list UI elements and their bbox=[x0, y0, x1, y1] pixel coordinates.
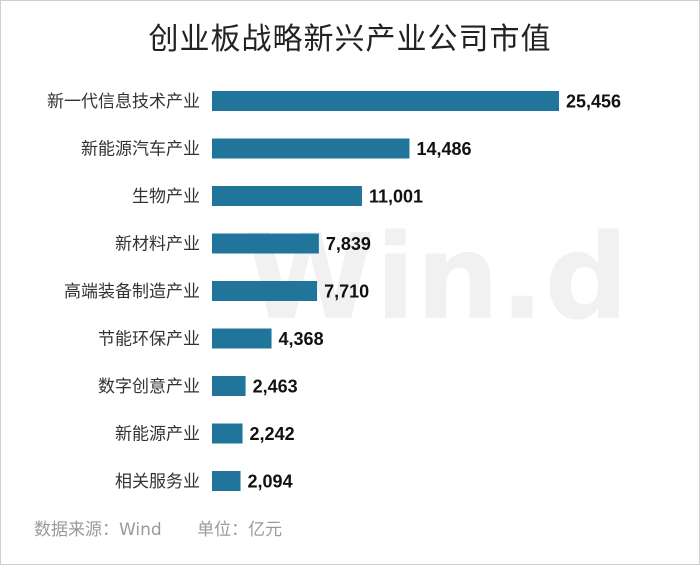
value-label: 2,242 bbox=[250, 424, 295, 444]
watermark-text: Win.d bbox=[245, 208, 629, 346]
value-label: 11,001 bbox=[369, 187, 423, 207]
category-label: 数字创意产业 bbox=[98, 377, 200, 397]
bar bbox=[212, 91, 559, 111]
bar bbox=[212, 376, 246, 396]
bar bbox=[212, 186, 362, 206]
category-label: 相关服务业 bbox=[115, 472, 200, 492]
category-label: 新能源汽车产业 bbox=[81, 140, 200, 160]
value-label: 14,486 bbox=[416, 139, 471, 159]
value-label: 7,710 bbox=[324, 282, 369, 302]
category-label: 新能源产业 bbox=[115, 425, 200, 445]
chart-title: 创业板战略新兴产业公司市值 bbox=[148, 22, 552, 57]
bar bbox=[212, 328, 272, 349]
category-label: 新一代信息技术产业 bbox=[47, 92, 200, 112]
bar bbox=[212, 138, 410, 159]
category-label: 节能环保产业 bbox=[98, 330, 200, 350]
bars-group: 新一代信息技术产业 25,456 新能源汽车产业 14,486 生物产业 11,001 新材… bbox=[47, 91, 621, 492]
value-label: 4,368 bbox=[279, 329, 324, 349]
data-source-note: 数据来源：Wind bbox=[34, 520, 162, 540]
bar bbox=[212, 281, 318, 301]
value-label: 25,456 bbox=[566, 92, 621, 112]
value-label: 2,463 bbox=[253, 377, 298, 397]
unit-note: 单位：亿元 bbox=[197, 520, 283, 540]
footer: 数据来源：Wind 单位：亿元 bbox=[34, 515, 282, 540]
category-label: 高端装备制造产业 bbox=[64, 282, 200, 302]
category-label: 新材料产业 bbox=[115, 235, 200, 255]
bar bbox=[212, 471, 241, 491]
bar bbox=[212, 233, 319, 254]
value-label: 2,094 bbox=[248, 472, 293, 492]
bar bbox=[212, 423, 243, 444]
value-label: 7,839 bbox=[326, 234, 371, 254]
category-label: 生物产业 bbox=[132, 187, 200, 207]
